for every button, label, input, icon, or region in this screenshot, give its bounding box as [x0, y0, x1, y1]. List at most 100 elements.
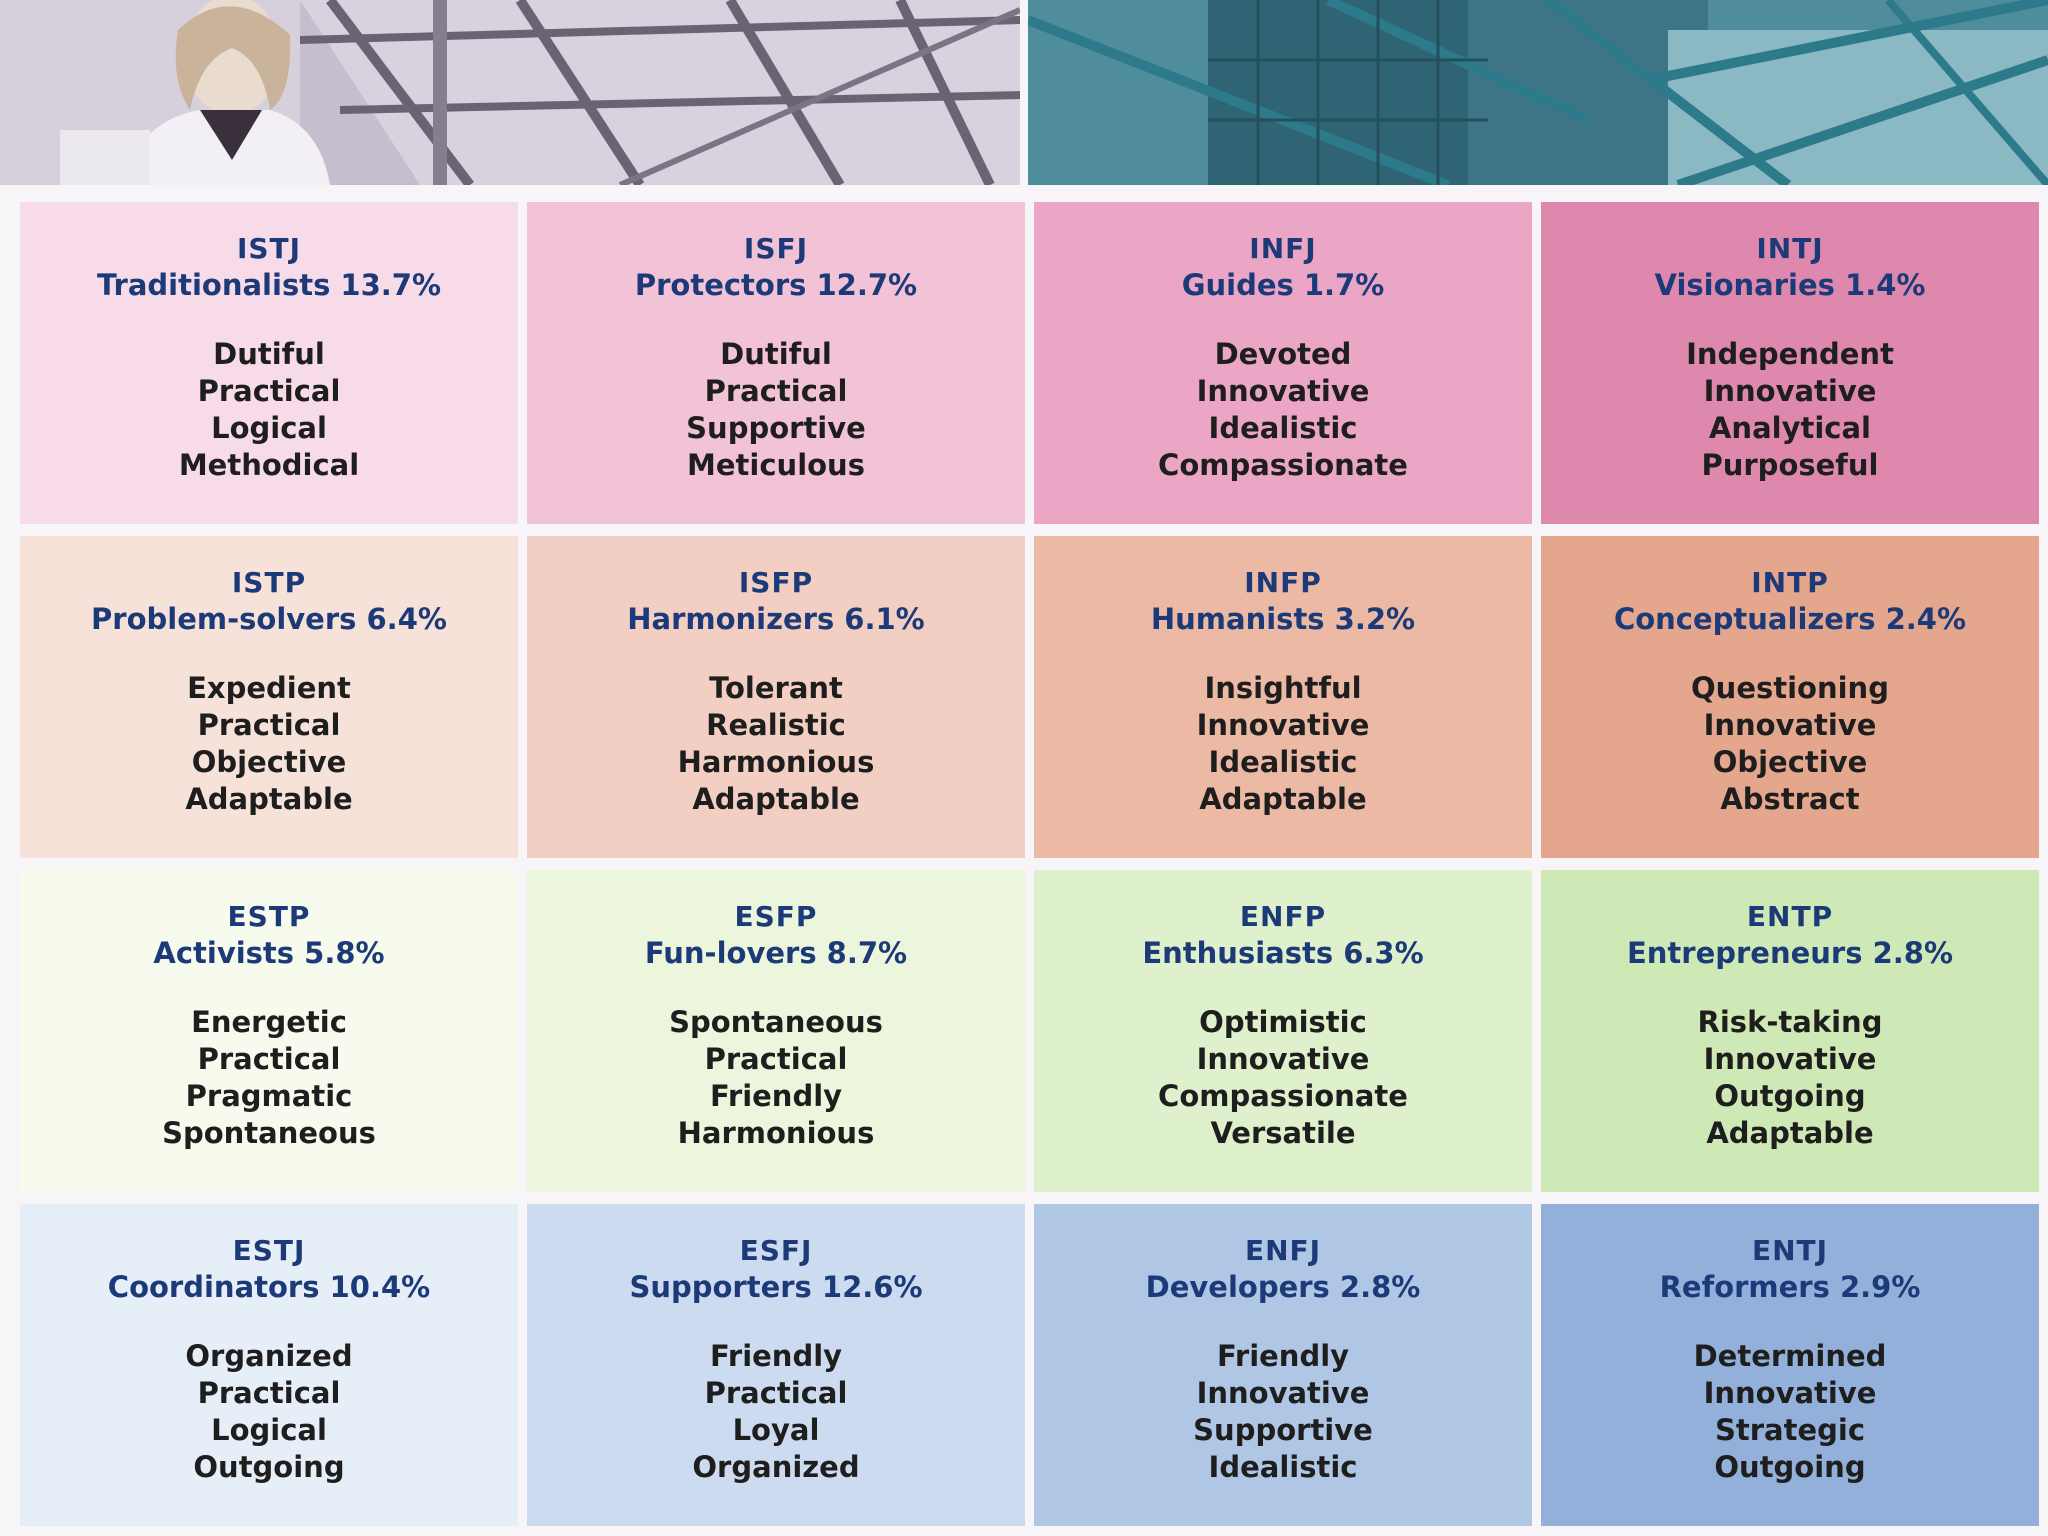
type-code: ISTP	[231, 566, 307, 599]
type-card-entj: ENTJ Reformers 2.9% Determined Innovativ…	[1541, 1204, 2039, 1526]
trait-list: Independent Innovative Analytical Purpos…	[1541, 336, 2039, 484]
type-card-enfj: ENFJ Developers 2.8% Friendly Innovative…	[1034, 1204, 1532, 1526]
type-code: ESTJ	[232, 1234, 306, 1267]
type-card-istp: ISTP Problem-solvers 6.4% Expedient Prac…	[20, 536, 518, 858]
trait: Pragmatic	[185, 1079, 353, 1113]
trait: Harmonious	[677, 745, 875, 779]
trait: Outgoing	[1714, 1450, 1866, 1484]
trait-list: Tolerant Realistic Harmonious Adaptable	[527, 670, 1025, 818]
trait: Idealistic	[1208, 1450, 1358, 1484]
type-code: INTP	[1751, 566, 1829, 599]
trait: Adaptable	[692, 782, 860, 816]
type-name: Harmonizers 6.1%	[627, 602, 925, 636]
trait: Innovative	[1703, 374, 1877, 408]
trait: Friendly	[1216, 1339, 1350, 1373]
trait: Adaptable	[1199, 782, 1367, 816]
trait-list: Devoted Innovative Idealistic Compassion…	[1034, 336, 1532, 484]
type-code: ENTP	[1746, 900, 1834, 933]
type-code: ESFJ	[739, 1234, 813, 1267]
trait: Outgoing	[1714, 1079, 1866, 1113]
trait-list: Risk-taking Innovative Outgoing Adaptabl…	[1541, 1004, 2039, 1152]
trait: Purposeful	[1701, 448, 1879, 482]
trait-list: Determined Innovative Strategic Outgoing	[1541, 1338, 2039, 1486]
trait: Innovative	[1703, 1042, 1877, 1076]
trait: Organized	[692, 1450, 860, 1484]
trait: Loyal	[732, 1413, 820, 1447]
trait: Objective	[1712, 745, 1868, 779]
trait: Organized	[185, 1339, 353, 1373]
trait: Spontaneous	[162, 1116, 376, 1150]
type-name: Fun-lovers 8.7%	[644, 936, 908, 970]
trait: Independent	[1686, 337, 1894, 371]
personality-type-grid: ISTJ Traditionalists 13.7% Dutiful Pract…	[20, 202, 2039, 1526]
type-card-istj: ISTJ Traditionalists 13.7% Dutiful Pract…	[20, 202, 518, 524]
type-card-estp: ESTP Activists 5.8% Energetic Practical …	[20, 870, 518, 1192]
type-name: Supporters 12.6%	[629, 1270, 923, 1304]
type-name: Problem-solvers 6.4%	[91, 602, 447, 636]
type-name: Reformers 2.9%	[1659, 1270, 1921, 1304]
trait: Practical	[197, 374, 341, 408]
trait-list: Friendly Innovative Supportive Idealisti…	[1034, 1338, 1532, 1486]
type-name: Coordinators 10.4%	[107, 1270, 431, 1304]
trait: Devoted	[1214, 337, 1352, 371]
type-card-esfp: ESFP Fun-lovers 8.7% Spontaneous Practic…	[527, 870, 1025, 1192]
trait: Practical	[197, 1042, 341, 1076]
type-name: Conceptualizers 2.4%	[1613, 602, 1967, 636]
trait: Energetic	[191, 1005, 347, 1039]
trait: Optimistic	[1199, 1005, 1367, 1039]
trait: Practical	[197, 708, 341, 742]
type-code: ISFJ	[743, 232, 809, 265]
trait: Analytical	[1708, 411, 1871, 445]
type-card-intp: INTP Conceptualizers 2.4% Questioning In…	[1541, 536, 2039, 858]
trait-list: Expedient Practical Objective Adaptable	[20, 670, 518, 818]
type-code: ESFP	[734, 900, 818, 933]
trait-list: Dutiful Practical Logical Methodical	[20, 336, 518, 484]
trait: Innovative	[1196, 1376, 1370, 1410]
type-code: INFP	[1244, 566, 1322, 599]
type-card-intj: INTJ Visionaries 1.4% Independent Innova…	[1541, 202, 2039, 524]
type-card-infp: INFP Humanists 3.2% Insightful Innovativ…	[1034, 536, 1532, 858]
type-code: ENTJ	[1751, 1234, 1829, 1267]
trait: Friendly	[709, 1339, 843, 1373]
trait-list: Questioning Innovative Objective Abstrac…	[1541, 670, 2039, 818]
type-name: Traditionalists 13.7%	[96, 268, 442, 302]
trait: Realistic	[706, 708, 846, 742]
trait: Practical	[704, 1376, 848, 1410]
type-code: INTJ	[1756, 232, 1824, 265]
trait: Tolerant	[709, 671, 843, 705]
type-code: ISFP	[738, 566, 814, 599]
type-card-isfj: ISFJ Protectors 12.7% Dutiful Practical …	[527, 202, 1025, 524]
trait: Innovative	[1196, 708, 1370, 742]
trait: Compassionate	[1158, 1079, 1408, 1113]
trait: Objective	[191, 745, 347, 779]
type-code: ENFJ	[1244, 1234, 1322, 1267]
trait: Strategic	[1714, 1413, 1866, 1447]
trait-list: Energetic Practical Pragmatic Spontaneou…	[20, 1004, 518, 1152]
trait: Practical	[704, 1042, 848, 1076]
trait: Meticulous	[687, 448, 865, 482]
trait: Idealistic	[1208, 411, 1358, 445]
type-name: Guides 1.7%	[1181, 268, 1385, 302]
trait: Outgoing	[193, 1450, 345, 1484]
type-name: Visionaries 1.4%	[1654, 268, 1926, 302]
trait: Friendly	[709, 1079, 843, 1113]
type-card-esfj: ESFJ Supporters 12.6% Friendly Practical…	[527, 1204, 1025, 1526]
trait: Practical	[704, 374, 848, 408]
trait-list: Insightful Innovative Idealistic Adaptab…	[1034, 670, 1532, 818]
trait-list: Spontaneous Practical Friendly Harmoniou…	[527, 1004, 1025, 1152]
type-code: ISTJ	[236, 232, 302, 265]
type-name: Protectors 12.7%	[634, 268, 918, 302]
type-name: Humanists 3.2%	[1150, 602, 1416, 636]
type-name: Activists 5.8%	[153, 936, 385, 970]
trait-list: Dutiful Practical Supportive Meticulous	[527, 336, 1025, 484]
trait-list: Optimistic Innovative Compassionate Vers…	[1034, 1004, 1532, 1152]
trait: Insightful	[1204, 671, 1362, 705]
trait: Abstract	[1720, 782, 1860, 816]
type-name: Enthusiasts 6.3%	[1142, 936, 1424, 970]
type-card-entp: ENTP Entrepreneurs 2.8% Risk-taking Inno…	[1541, 870, 2039, 1192]
type-name: Entrepreneurs 2.8%	[1626, 936, 1954, 970]
trait: Harmonious	[677, 1116, 875, 1150]
trait-list: Organized Practical Logical Outgoing	[20, 1338, 518, 1486]
type-code: ESTP	[227, 900, 311, 933]
